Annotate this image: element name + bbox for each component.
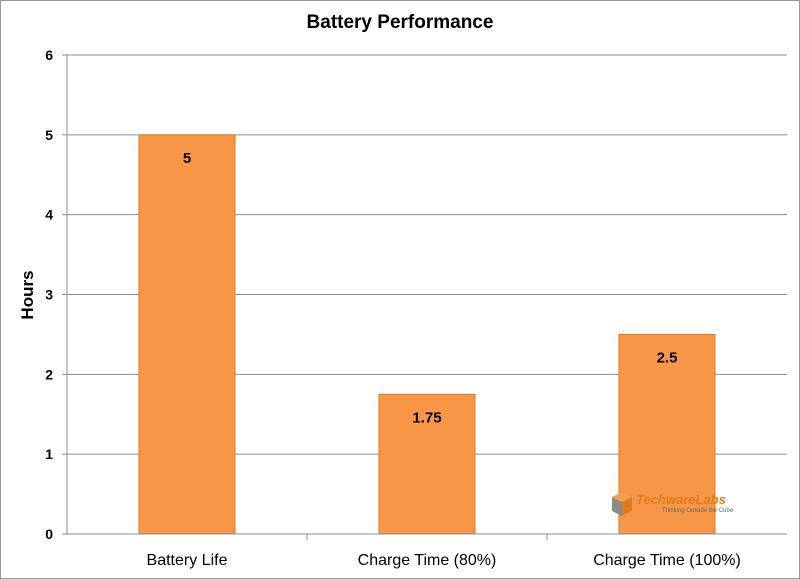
logo-tagline: Thinking Outside the Cube <box>662 508 734 514</box>
y-tick-label-6: 6 <box>45 47 53 63</box>
logo-brand: TechwareLabs <box>636 492 726 507</box>
y-tick-label-1: 1 <box>45 446 53 462</box>
y-tick-label-5: 5 <box>45 127 53 143</box>
y-tick-label-3: 3 <box>45 287 53 303</box>
bar-2 <box>378 393 476 535</box>
data-labels: 5 1.75 2.5 <box>183 150 678 426</box>
techwarelabs-logo: TechwareLabs Thinking Outside the Cube <box>610 490 760 520</box>
data-label-3: 2.5 <box>657 349 678 366</box>
x-tick-labels: Battery Life Charge Time (80%) Charge Time… <box>147 552 741 569</box>
y-tick-label-2: 2 <box>45 366 53 382</box>
x-tick-label-1: Battery Life <box>147 552 228 569</box>
y-tick-label-4: 4 <box>45 207 53 223</box>
data-label-1: 5 <box>183 150 191 167</box>
x-tick-label-3: Charge Time (100%) <box>593 552 741 569</box>
x-tick-label-2: Charge Time (80%) <box>358 552 497 569</box>
cube-icon <box>612 492 632 516</box>
bar-3 <box>618 333 716 535</box>
data-label-2: 1.75 <box>412 409 441 426</box>
bars <box>138 134 716 535</box>
y-tick-label-0: 0 <box>45 526 53 542</box>
axes <box>66 55 787 540</box>
chart-title: Battery Performance <box>306 12 494 33</box>
y-tick-labels: 0 1 2 3 4 5 6 <box>45 47 53 542</box>
bar-1 <box>138 134 236 535</box>
